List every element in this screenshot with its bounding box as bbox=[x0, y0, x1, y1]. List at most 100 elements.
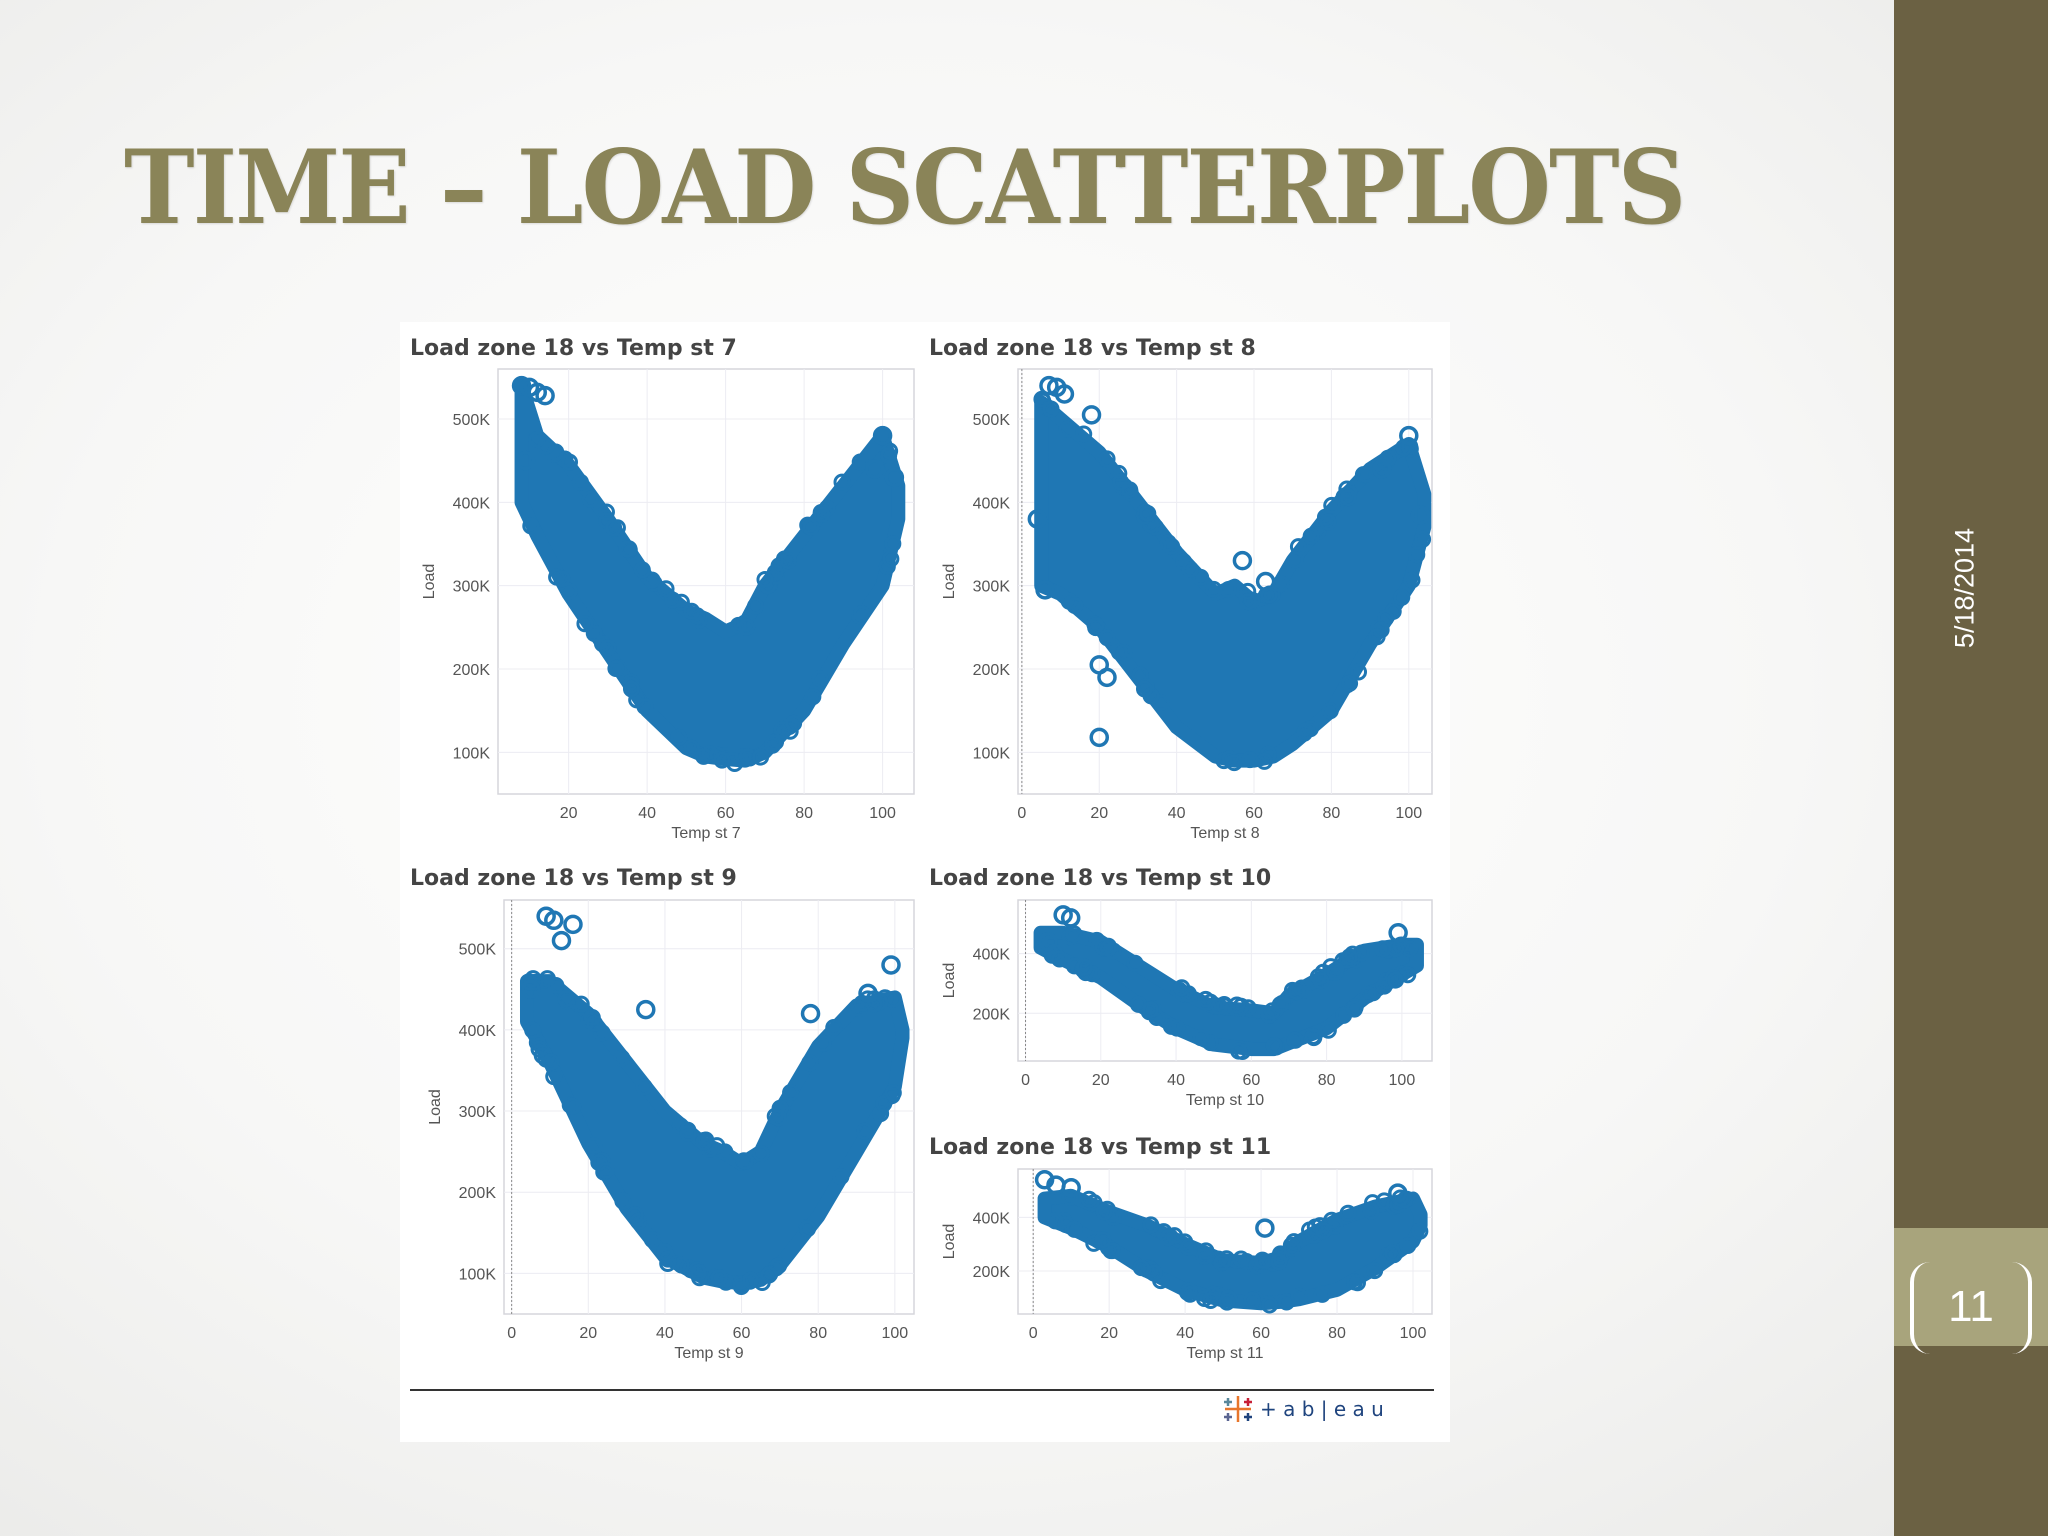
scatter-point bbox=[780, 552, 798, 570]
x-axis-label: Temp st 10 bbox=[1186, 1092, 1264, 1109]
scatter-point bbox=[1411, 1222, 1429, 1240]
scatter-point bbox=[1232, 550, 1253, 571]
x-tick-label: 0 bbox=[1017, 805, 1026, 822]
scatter-point bbox=[1210, 998, 1228, 1016]
scatter-point bbox=[811, 670, 829, 688]
scatter-point bbox=[599, 639, 617, 657]
scatter-point bbox=[825, 1018, 843, 1036]
scatter-point bbox=[1039, 375, 1059, 396]
scatter-point bbox=[1065, 957, 1083, 975]
scatter-point bbox=[752, 748, 770, 766]
x-tick-label: 0 bbox=[1021, 1072, 1030, 1089]
scatter-point bbox=[1216, 997, 1234, 1015]
chart-title: Load zone 18 vs Temp st 11 bbox=[929, 1135, 1271, 1160]
scatter-point bbox=[563, 914, 583, 935]
scatter-point bbox=[1054, 384, 1075, 404]
scatter-point bbox=[622, 680, 640, 698]
x-tick-label: 60 bbox=[1245, 805, 1263, 822]
scatter-point bbox=[884, 535, 902, 553]
scatter-point bbox=[1283, 1239, 1301, 1257]
scatter-point bbox=[1213, 1253, 1231, 1271]
scatter-point bbox=[1368, 628, 1386, 646]
y-tick-label: 200K bbox=[973, 1264, 1011, 1281]
scatter-point bbox=[1371, 459, 1392, 479]
scatter-chart-4: Load zone 18 vs Temp st 10 0 20 40 60 80 100 20… bbox=[929, 866, 1433, 1109]
y-tick-label: 200K bbox=[459, 1185, 497, 1202]
scatter-point bbox=[881, 955, 901, 975]
x-tick-label: 80 bbox=[1328, 1325, 1346, 1342]
scatter-point bbox=[1035, 580, 1055, 600]
scatter-point bbox=[856, 1122, 874, 1140]
x-tick-label: 60 bbox=[1242, 1072, 1260, 1089]
scatter-point bbox=[764, 733, 782, 751]
scatter-point bbox=[613, 1049, 631, 1067]
scatter-point bbox=[1374, 940, 1392, 958]
scatter-point bbox=[1046, 1212, 1064, 1230]
x-tick-label: 20 bbox=[579, 1325, 597, 1342]
x-axis-label: Temp st 9 bbox=[674, 1345, 743, 1362]
scatter-point bbox=[1239, 582, 1257, 600]
scatter-point bbox=[1181, 560, 1199, 578]
y-tick-label: 100K bbox=[459, 1266, 497, 1283]
scatter-point bbox=[1085, 1234, 1103, 1252]
scatter-point bbox=[1098, 629, 1116, 647]
scatter-point bbox=[679, 1125, 697, 1143]
scatter-point bbox=[1094, 938, 1112, 956]
scatter-point bbox=[858, 983, 878, 1004]
x-tick-label: 60 bbox=[1252, 1325, 1270, 1342]
scatter-point bbox=[1393, 588, 1411, 606]
scatter-point bbox=[1270, 1253, 1288, 1271]
y-tick-label: 200K bbox=[453, 662, 491, 679]
x-tick-label: 0 bbox=[507, 1325, 516, 1342]
chart-title: Load zone 18 vs Temp st 8 bbox=[929, 336, 1256, 361]
x-tick-label: 20 bbox=[560, 805, 578, 822]
y-tick-label: 400K bbox=[453, 495, 491, 512]
scatter-point bbox=[551, 930, 572, 951]
scatter-point bbox=[511, 375, 532, 396]
scatter-point bbox=[689, 1263, 707, 1281]
scatter-point bbox=[1159, 534, 1177, 552]
scatter-point bbox=[1384, 1244, 1402, 1262]
scatter-point bbox=[1403, 571, 1421, 589]
scatter-point bbox=[865, 459, 885, 479]
scatter-point bbox=[1097, 667, 1117, 688]
y-tick-label: 400K bbox=[973, 1210, 1011, 1227]
scatter-point bbox=[1265, 1036, 1283, 1054]
scatter-point bbox=[1103, 1242, 1121, 1260]
scatter-point bbox=[1253, 1251, 1271, 1269]
x-tick-label: 100 bbox=[881, 1325, 908, 1342]
x-tick-label: 100 bbox=[869, 805, 896, 822]
scatter-point bbox=[537, 437, 555, 455]
page-number-bracket bbox=[1910, 1262, 2032, 1354]
scatter-point bbox=[1057, 1215, 1075, 1233]
scatter-point bbox=[1286, 1031, 1304, 1049]
x-axis-label: Temp st 8 bbox=[1190, 825, 1259, 842]
scatter-point bbox=[547, 977, 565, 995]
scatter-point bbox=[1410, 505, 1431, 525]
scatter-point bbox=[1202, 1292, 1220, 1310]
y-tick-label: 300K bbox=[453, 579, 491, 596]
scatter-point bbox=[1288, 983, 1306, 1001]
scatter-point bbox=[597, 503, 615, 521]
scatter-point bbox=[1232, 1250, 1250, 1268]
scatter-point bbox=[738, 618, 756, 636]
tableau-logo-icon: + a b | e a u bbox=[1224, 1396, 1384, 1422]
scatter-point bbox=[1098, 450, 1116, 468]
scatter-point bbox=[1321, 702, 1339, 720]
scatter-point bbox=[1323, 496, 1341, 514]
scatter-point bbox=[1081, 405, 1102, 425]
scatter-point bbox=[1290, 1287, 1308, 1305]
y-axis-label: Load bbox=[941, 1224, 958, 1260]
scatter-point bbox=[1180, 1282, 1198, 1300]
scatter-point bbox=[1357, 465, 1375, 483]
scatter-point bbox=[1173, 979, 1191, 997]
scatter-point bbox=[643, 571, 661, 589]
scatter-point bbox=[553, 570, 571, 588]
x-tick-label: 100 bbox=[1400, 1325, 1427, 1342]
scatter-point bbox=[1326, 964, 1344, 982]
scatter-point bbox=[1080, 1190, 1098, 1208]
x-tick-label: 80 bbox=[809, 1325, 827, 1342]
scatter-point bbox=[880, 447, 898, 465]
scatter-point bbox=[1094, 1231, 1112, 1249]
scatter-point bbox=[1075, 958, 1093, 976]
